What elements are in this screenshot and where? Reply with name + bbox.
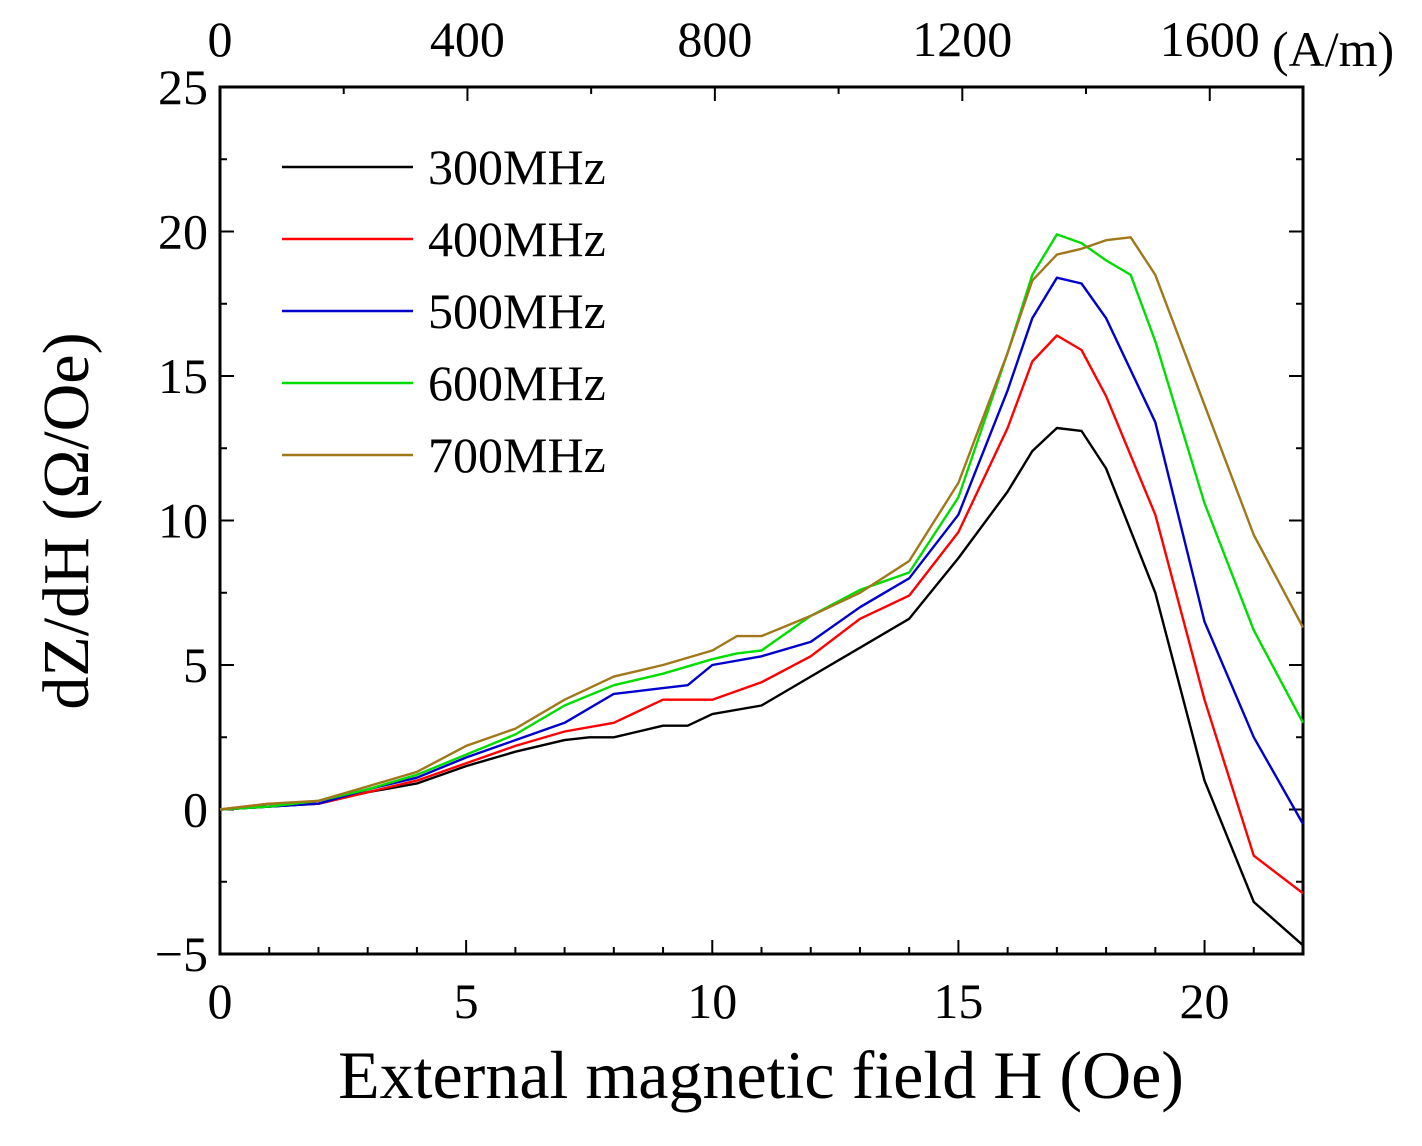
series-line-600mhz bbox=[219, 233, 1305, 811]
series-line-500mhz bbox=[219, 276, 1305, 825]
y-tick-label: 10 bbox=[158, 493, 208, 549]
x-tick-label: 5 bbox=[454, 973, 479, 1029]
x-tick-label: 20 bbox=[1180, 973, 1230, 1029]
top-tick-label: 400 bbox=[430, 11, 505, 67]
y-tick-label: −5 bbox=[155, 926, 208, 982]
axis-ticks bbox=[219, 86, 1304, 955]
legend-label: 600MHz bbox=[428, 355, 606, 411]
y-tick-label: 0 bbox=[183, 782, 208, 838]
series-line-400mhz bbox=[219, 334, 1304, 895]
legend-label: 300MHz bbox=[428, 139, 606, 195]
x-tick-label: 0 bbox=[208, 973, 233, 1029]
series-line-300mhz bbox=[219, 426, 1304, 947]
legend: 300MHz 400MHz 500MHz 600MHz 700MHz bbox=[282, 139, 606, 483]
top-tick-label: 0 bbox=[208, 11, 233, 67]
y-tick-label: 25 bbox=[158, 59, 208, 115]
y-axis-title: dZ/dH (Ω/Oe) bbox=[30, 332, 103, 709]
x-tick-label: 10 bbox=[687, 973, 737, 1029]
data-lines bbox=[219, 233, 1305, 947]
legend-label: 400MHz bbox=[428, 211, 606, 267]
top-axis-unit-label: (A/m) bbox=[1272, 21, 1394, 77]
x-tick-label: 15 bbox=[933, 973, 983, 1029]
legend-label: 700MHz bbox=[428, 427, 606, 483]
top-tick-label: 1600 bbox=[1160, 11, 1260, 67]
y-tick-label: 5 bbox=[183, 637, 208, 693]
series-line-700mhz bbox=[219, 236, 1305, 811]
top-tick-label: 800 bbox=[677, 11, 752, 67]
plot-frame bbox=[218, 85, 1305, 956]
legend-label: 500MHz bbox=[428, 283, 606, 339]
y-tick-label: 20 bbox=[158, 204, 208, 260]
y-tick-label: 15 bbox=[158, 348, 208, 404]
top-tick-label: 1200 bbox=[912, 11, 1012, 67]
x-axis-title: External magnetic field H (Oe) bbox=[338, 1037, 1184, 1113]
